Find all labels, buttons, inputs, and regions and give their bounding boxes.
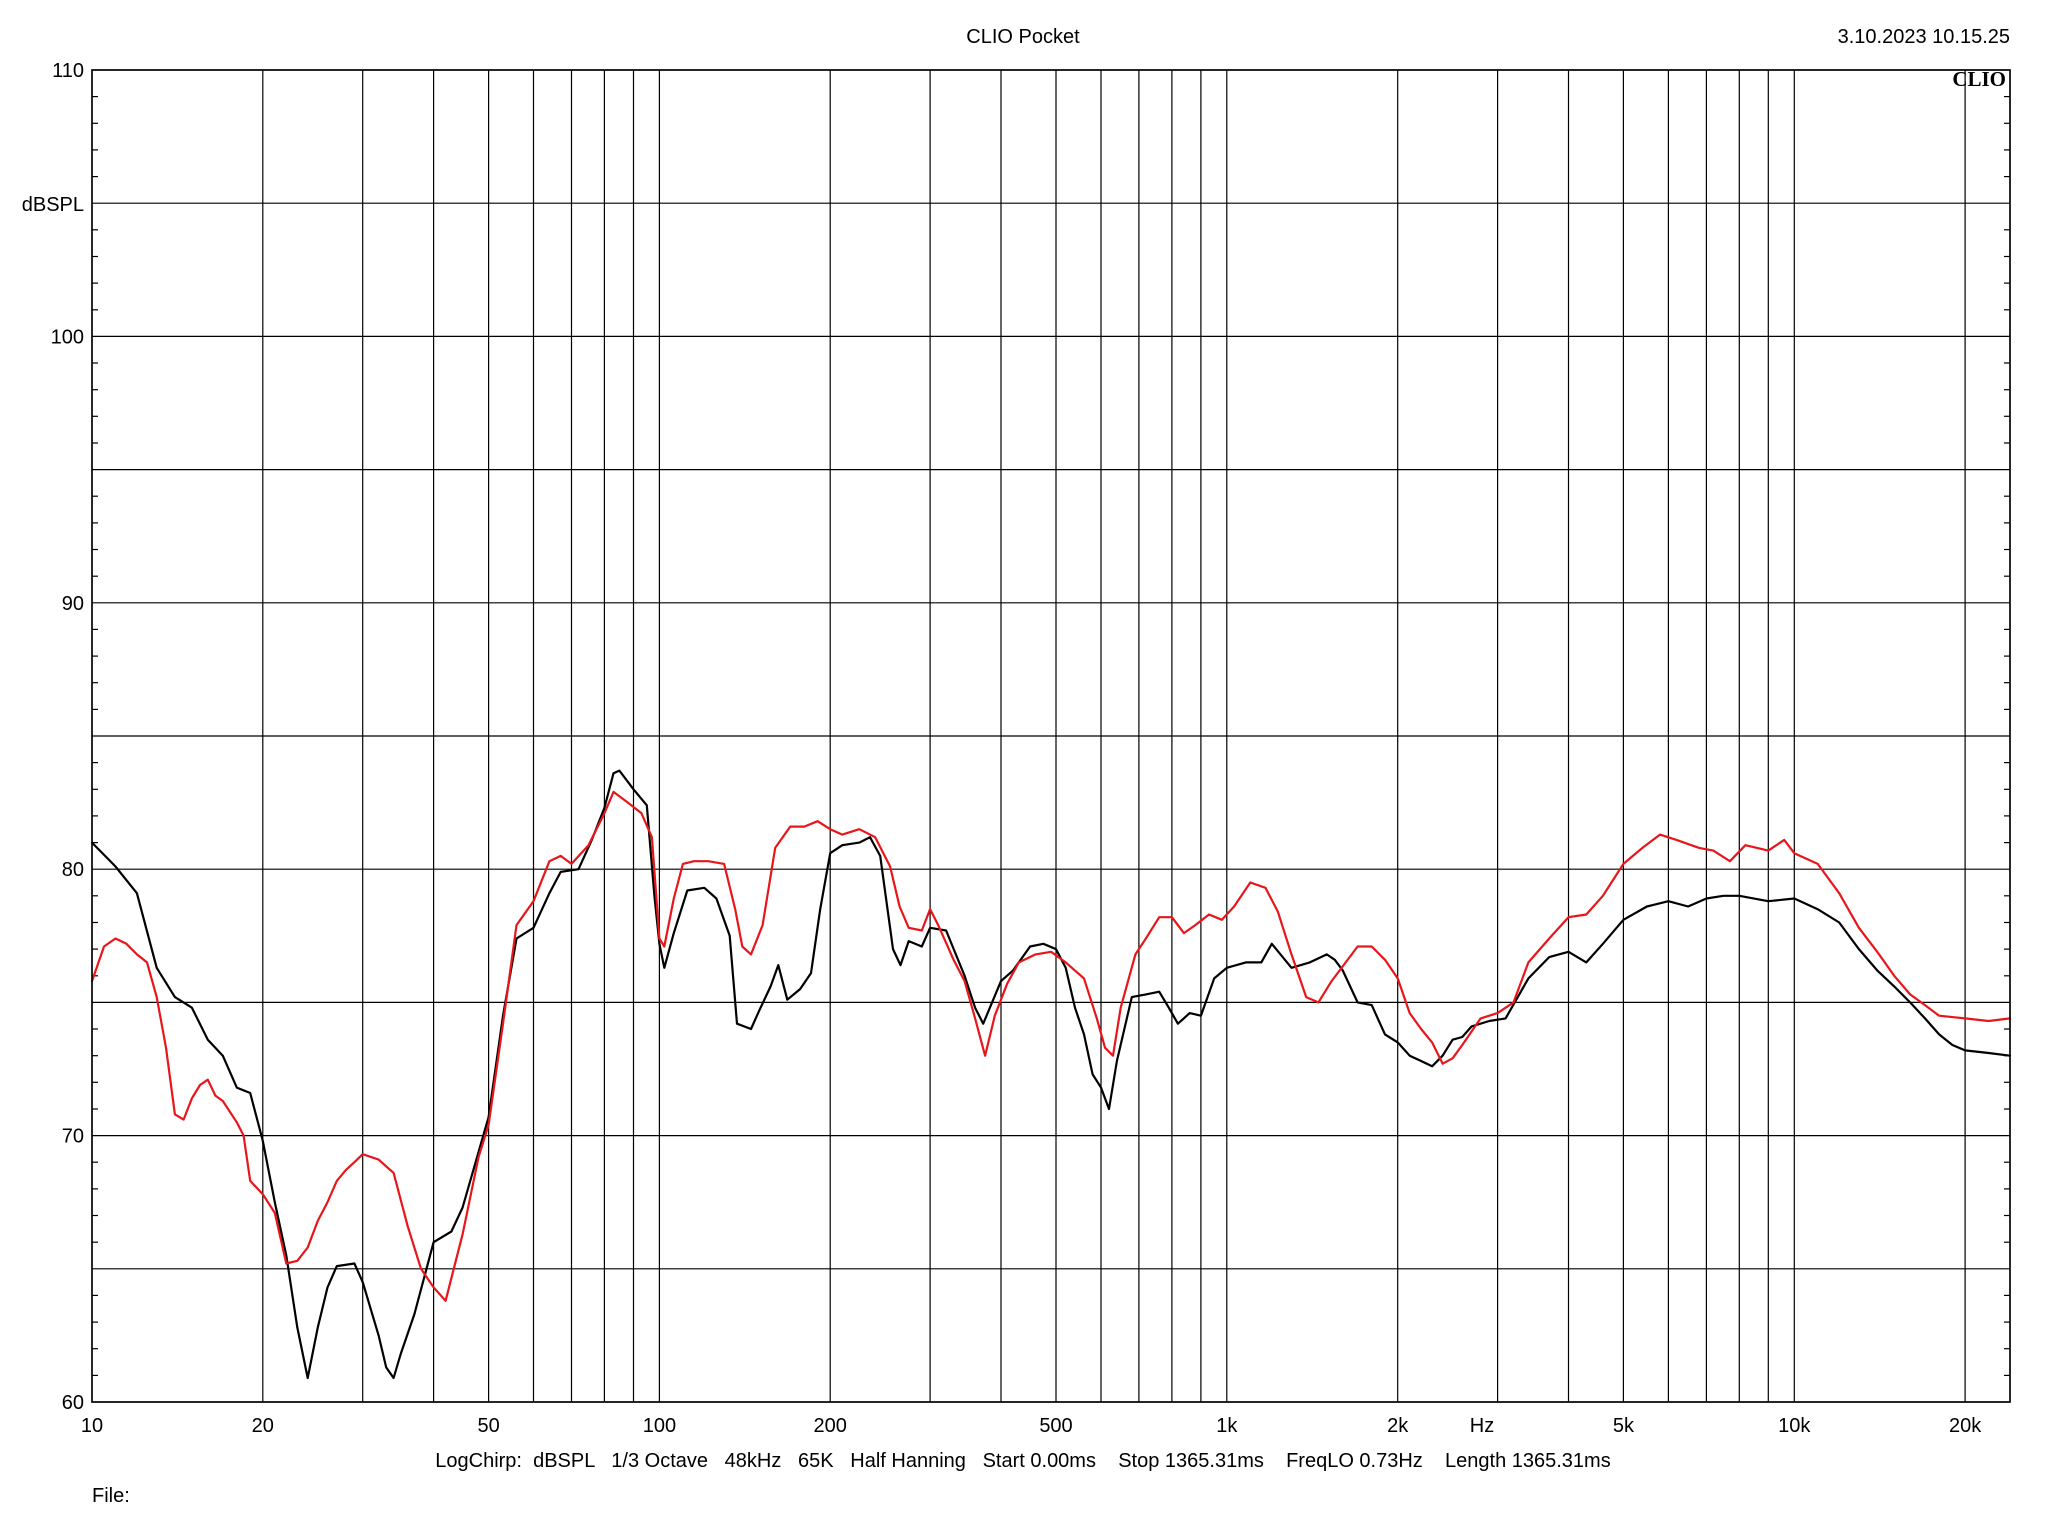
- series-line-2: [90, 790, 2012, 1302]
- x-tick-label: 2k: [1387, 1415, 1409, 1437]
- x-tick-label: 5k: [1613, 1415, 1635, 1437]
- file-label: File:: [92, 1485, 130, 1507]
- timestamp: 3.10.2023 10.15.25: [1838, 26, 2010, 48]
- x-tick-label: 500: [1039, 1415, 1072, 1437]
- x-tick-label: 50: [477, 1415, 499, 1437]
- axis-labels: 60 70 80 90 100 110 10 20 50 100 200 500 1k 2k 5k 10k 20…: [51, 60, 1983, 1437]
- measurement-settings-line: LogChirp: dBSPL 1/3 Octave 48kHz 65K Hal…: [435, 1450, 1610, 1472]
- series-layer: [90, 769, 2012, 1380]
- y-tick-label: 100: [51, 326, 84, 348]
- x-tick-label: 200: [814, 1415, 847, 1437]
- x-tick-label: 100: [643, 1415, 676, 1437]
- y-tick-label: 60: [62, 1392, 84, 1414]
- series-line-1: [90, 769, 2012, 1380]
- x-tick-label: 20k: [1949, 1415, 1982, 1437]
- app-title: CLIO Pocket: [966, 26, 1080, 48]
- x-tick-label: 10k: [1778, 1415, 1811, 1437]
- plot-frame: [91, 69, 2011, 1403]
- y-axis-unit-label: dBSPL: [22, 194, 84, 216]
- clio-logo: CLIO: [1952, 67, 2006, 91]
- y-tick-label: 110: [52, 60, 84, 82]
- y-tick-label: 70: [62, 1126, 84, 1148]
- x-tick-label: 1k: [1216, 1415, 1238, 1437]
- x-tick-label: 10: [81, 1415, 103, 1437]
- y-tick-label: 80: [62, 859, 84, 881]
- x-axis-unit-label: Hz: [1470, 1415, 1494, 1437]
- x-tick-label: 20: [252, 1415, 274, 1437]
- y-tick-label: 90: [62, 593, 84, 615]
